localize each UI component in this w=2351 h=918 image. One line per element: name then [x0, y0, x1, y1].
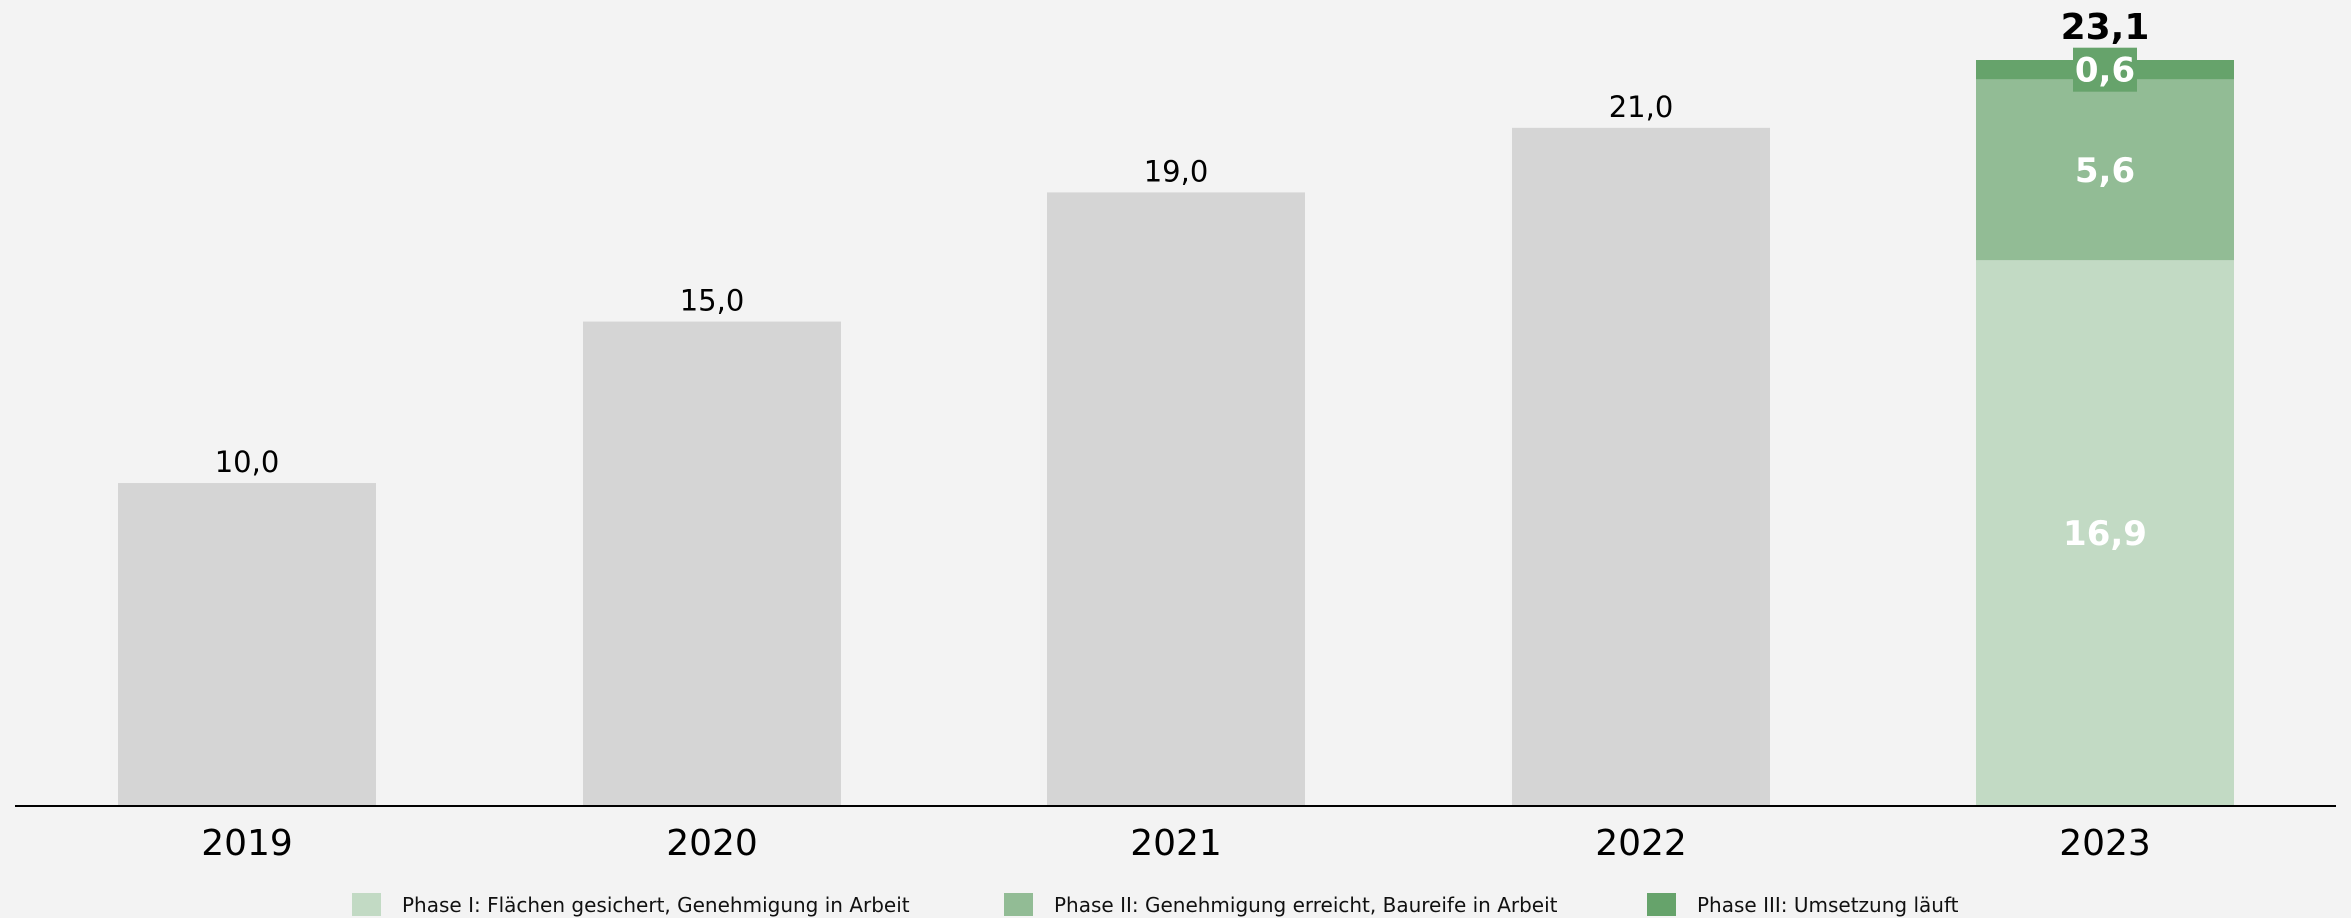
stack-value-label-phase-3: 0,6 [2075, 51, 2135, 91]
legend-label-phase-3: Phase III: Umsetzung läuft [1697, 893, 1959, 917]
bar-2019 [118, 483, 376, 806]
x-tick-label-2022: 2022 [1595, 823, 1687, 864]
legend-label-phase-1: Phase I: Flächen gesichert, Genehmigung … [402, 893, 910, 917]
labels-group: 10,0 15,0 19,0 21,0 16,9 5,6 0,623,1 [215, 7, 2150, 554]
legend: Phase I: Flächen gesichert, Genehmigung … [352, 893, 1959, 917]
bar-2022 [1512, 127, 1770, 807]
legend-swatch-phase-3 [1647, 893, 1676, 916]
x-tick-label-2019: 2019 [201, 823, 293, 864]
legend-swatch-phase-2 [1004, 893, 1033, 916]
total-value-label: 23,1 [2061, 7, 2150, 48]
stack-label-bg-phase-3 [2073, 47, 2137, 92]
bar-value-label-2020: 15,0 [680, 284, 745, 318]
legend-label-phase-2: Phase II: Genehmigung erreicht, Baureife… [1054, 893, 1558, 917]
x-tick-label-2023: 2023 [2059, 823, 2151, 864]
stack-segment-phase-1 [1976, 260, 2234, 806]
bar-2021 [1047, 192, 1305, 806]
bar-value-label-2022: 21,0 [1609, 90, 1674, 124]
stack-value-label-phase-1: 16,9 [2063, 514, 2147, 554]
legend-swatch-phase-1 [352, 893, 381, 916]
bar-value-label-2019: 10,0 [215, 445, 280, 479]
bars-group [118, 60, 2234, 807]
x-axis-ticks: 2019 2020 2021 2022 2023 [201, 823, 2151, 864]
bar-value-label-2021: 19,0 [1144, 154, 1209, 188]
x-tick-label-2021: 2021 [1130, 823, 1222, 864]
stack-value-label-phase-2: 5,6 [2075, 151, 2135, 191]
stack-segment-phase-2 [1976, 79, 2234, 261]
x-tick-label-2020: 2020 [666, 823, 758, 864]
bar-2020 [583, 321, 841, 806]
